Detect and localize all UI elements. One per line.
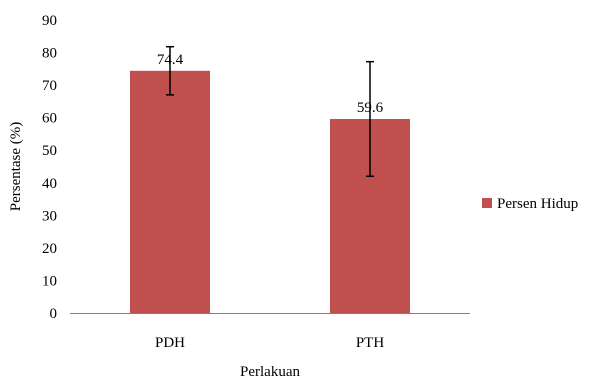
- y-tick-label: 90: [42, 13, 57, 29]
- data-label: 59.6: [357, 100, 384, 116]
- y-tick-label: 60: [42, 111, 57, 127]
- x-category-label: PDH: [155, 335, 185, 351]
- y-tick-label: 30: [42, 208, 57, 224]
- data-label: 74.4: [157, 52, 184, 68]
- y-tick-label: 0: [50, 306, 58, 322]
- error-bars-group: [166, 45, 374, 178]
- x-axis-title: Perlakuan: [240, 364, 300, 380]
- y-tick-label: 10: [42, 273, 57, 289]
- data-labels-group: 74.4 59.6: [157, 52, 384, 116]
- legend: Persen Hidup: [482, 196, 578, 212]
- x-category-label: PTH: [356, 335, 385, 351]
- y-tick-label: 50: [42, 143, 57, 159]
- x-axis-categories: PDH PTH: [155, 335, 384, 351]
- y-tick-label: 80: [42, 46, 57, 62]
- bar: [130, 70, 210, 313]
- legend-label: Persen Hidup: [497, 196, 578, 212]
- y-tick-label: 20: [42, 241, 57, 257]
- y-axis-title: Persentase (%): [8, 122, 24, 212]
- y-tick-label: 70: [42, 78, 57, 94]
- legend-swatch: [482, 198, 492, 208]
- y-axis-ticks: 0 10 20 30 40 50 60 70 80 90: [42, 13, 57, 322]
- y-tick-label: 40: [42, 176, 57, 192]
